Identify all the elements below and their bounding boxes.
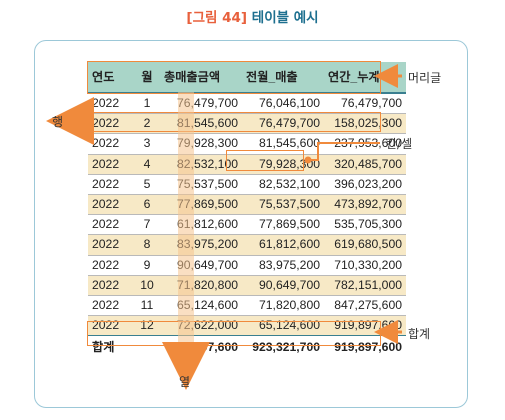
column-band [178,92,194,346]
cell-cumulative: 535,705,300 [324,214,406,236]
cell-year: 2022 [88,295,134,317]
cell-month: 5 [134,174,160,195]
header-cell-sales: 총매출금액 [160,62,242,94]
cell-pointer [310,142,380,161]
cell-prev: 82,532,100 [242,174,324,195]
cell-month: 7 [134,214,160,236]
cell-month: 1 [134,93,160,115]
cell-prev: 76,479,700 [242,113,324,135]
cell-year: 2022 [88,174,134,195]
cell-year: 2022 [88,194,134,216]
cell-pointer-dot [304,156,312,164]
label-column: 열 [179,375,191,389]
cell-year: 2022 [88,214,134,236]
header-cell-year: 연도 [88,62,134,94]
cell-cumulative: 619,680,500 [324,234,406,256]
total-label: 합계 [92,339,115,354]
cell-prev: 71,820,800 [242,295,324,317]
label-total: 합계 [408,327,431,341]
label-row: 행 [52,115,64,129]
header-cell-prev: 전월_매출 [242,62,324,94]
cell-month: 9 [134,255,160,276]
cell-cumulative: 782,151,000 [324,275,406,296]
cell-month: 10 [134,275,160,296]
cell-prev: 83,975,200 [242,255,324,276]
cell-year: 2022 [88,154,134,175]
cell-prev: 76,046,100 [242,93,324,115]
label-cell: 칸/셀 [386,137,413,151]
cell-cumulative: 473,892,700 [324,194,406,216]
cell-prev: 75,537,500 [242,194,324,216]
cell-prev: 61,812,600 [242,234,324,256]
cell-year: 2022 [88,255,134,276]
cell-cumulative: 847,275,600 [324,295,406,317]
cell-cumulative: 710,330,200 [324,255,406,276]
cell-year: 2022 [88,275,134,296]
cell-prev: 77,869,500 [242,214,324,236]
cell-cumulative: 396,023,200 [324,174,406,195]
total-prev: 923,321,700 [252,339,320,354]
cell-year: 2022 [88,113,134,135]
cell-year: 2022 [88,315,134,337]
cell-month: 4 [134,154,160,175]
cell-prev: 81,545,600 [242,133,324,155]
figure-name: 테이블 예시 [251,10,319,26]
cell-month: 8 [134,234,160,256]
label-header: 머리글 [408,71,442,85]
cell-month: 11 [134,295,160,317]
figure-tag: [그림 44] [186,10,248,26]
cell-month: 3 [134,133,160,155]
cell-prev: 90,649,700 [242,275,324,296]
cell-cumulative: 320,485,700 [324,154,406,175]
cell-month: 6 [134,194,160,216]
cell-cumulative: 76,479,700 [324,93,406,115]
cell-month: 2 [134,113,160,135]
table-row: 2022 8 83,975,200 61,812,600 619,680,500 [88,234,406,256]
cell-cumulative: 158,025,300 [324,113,406,135]
figure-title: [그림 44] 테이블 예시 [0,6,505,26]
cell-year: 2022 [88,133,134,155]
cell-year: 2022 [88,93,134,115]
cell-year: 2022 [88,234,134,256]
header-cell-month: 월 [134,62,160,94]
